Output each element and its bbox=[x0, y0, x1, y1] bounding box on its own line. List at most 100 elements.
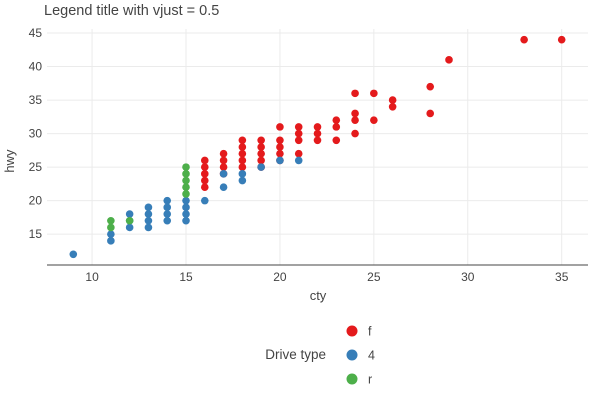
data-point-r bbox=[107, 216, 115, 225]
data-point-f bbox=[294, 123, 303, 131]
data-point-f bbox=[294, 136, 303, 145]
data-point-f bbox=[294, 149, 303, 158]
data-point-f bbox=[332, 116, 341, 124]
data-point-f bbox=[276, 143, 284, 151]
data-point-4 bbox=[69, 250, 78, 259]
data-point-f bbox=[445, 56, 453, 64]
data-point-f bbox=[200, 176, 209, 185]
y-tick-label: 15 bbox=[29, 227, 43, 241]
x-tick-label: 10 bbox=[85, 270, 99, 284]
data-point-f bbox=[257, 143, 265, 151]
data-point-4 bbox=[182, 196, 190, 205]
data-point-f bbox=[200, 163, 209, 171]
data-point-4 bbox=[219, 170, 228, 178]
data-points bbox=[69, 35, 566, 259]
data-point-4 bbox=[144, 216, 153, 225]
legend-key-r bbox=[346, 373, 358, 385]
data-point-4 bbox=[182, 210, 190, 218]
chart-title: Legend title with vjust = 0.5 bbox=[44, 3, 219, 19]
data-point-f bbox=[238, 143, 247, 151]
data-point-f bbox=[520, 35, 528, 44]
data-point-f bbox=[200, 156, 209, 165]
data-point-f bbox=[238, 136, 247, 145]
data-point-f bbox=[426, 109, 435, 118]
data-point-f bbox=[276, 123, 284, 131]
data-point-f bbox=[370, 116, 378, 124]
grid-lines bbox=[47, 29, 588, 265]
legend-key-f bbox=[346, 325, 358, 337]
data-point-4 bbox=[107, 237, 115, 245]
axes: 10 15 20 25 30 35 15 20 25 30 35 40 45 bbox=[29, 26, 588, 284]
data-point-f bbox=[426, 82, 435, 91]
legend-label-f: f bbox=[368, 325, 372, 339]
data-point-f bbox=[351, 116, 359, 124]
data-point-4 bbox=[163, 196, 172, 205]
data-point-f bbox=[332, 136, 341, 145]
y-tick-label: 30 bbox=[29, 127, 43, 141]
data-point-f bbox=[276, 136, 284, 145]
y-tick-label: 35 bbox=[29, 93, 43, 107]
data-point-4 bbox=[238, 170, 247, 178]
data-point-f bbox=[238, 149, 247, 158]
y-tick-label: 40 bbox=[29, 60, 43, 74]
data-point-f bbox=[238, 156, 247, 165]
data-point-f bbox=[557, 35, 566, 44]
y-tick-label: 25 bbox=[29, 160, 43, 174]
data-point-f bbox=[370, 89, 378, 98]
data-point-4 bbox=[294, 156, 303, 165]
data-point-f bbox=[257, 149, 265, 158]
x-tick-label: 20 bbox=[273, 270, 287, 284]
data-point-f bbox=[257, 136, 265, 145]
legend: Drive type f 4 r bbox=[265, 325, 375, 387]
data-point-4 bbox=[163, 210, 172, 218]
data-point-f bbox=[219, 156, 228, 165]
data-point-4 bbox=[144, 203, 153, 212]
data-point-r bbox=[182, 190, 190, 198]
data-point-4 bbox=[276, 156, 284, 165]
legend-key-4 bbox=[346, 349, 358, 361]
legend-label-4: 4 bbox=[368, 349, 375, 363]
data-point-4 bbox=[144, 223, 153, 232]
data-point-r bbox=[182, 163, 190, 171]
data-point-r bbox=[182, 183, 190, 192]
data-point-f bbox=[294, 129, 303, 138]
data-point-f bbox=[388, 96, 397, 104]
data-point-4 bbox=[238, 176, 247, 185]
data-point-f bbox=[200, 170, 209, 178]
data-point-f bbox=[332, 123, 341, 131]
y-tick-label: 45 bbox=[29, 26, 43, 40]
data-point-f bbox=[313, 136, 322, 145]
data-point-f bbox=[388, 102, 397, 111]
legend-title: Drive type bbox=[265, 347, 326, 362]
data-point-4 bbox=[144, 210, 153, 218]
data-point-f bbox=[257, 156, 265, 165]
data-point-f bbox=[351, 109, 359, 118]
x-tick-label: 35 bbox=[555, 270, 569, 284]
data-point-4 bbox=[125, 210, 134, 218]
data-point-f bbox=[313, 129, 322, 138]
data-point-4 bbox=[182, 216, 190, 225]
x-tick-label: 30 bbox=[461, 270, 475, 284]
data-point-f bbox=[219, 163, 228, 171]
data-point-4 bbox=[163, 216, 172, 225]
data-point-r bbox=[182, 170, 190, 178]
data-point-r bbox=[125, 216, 134, 225]
data-point-4 bbox=[219, 183, 228, 192]
y-axis-title: hwy bbox=[2, 149, 17, 173]
data-point-4 bbox=[125, 223, 134, 232]
legend-label-r: r bbox=[368, 373, 372, 387]
data-point-f bbox=[313, 123, 322, 131]
data-point-f bbox=[351, 129, 359, 138]
data-point-f bbox=[200, 183, 209, 192]
y-tick-label: 20 bbox=[29, 194, 43, 208]
data-point-f bbox=[238, 163, 247, 171]
data-point-f bbox=[276, 149, 284, 158]
data-point-4 bbox=[163, 203, 172, 212]
data-point-4 bbox=[257, 163, 265, 171]
data-point-4 bbox=[182, 203, 190, 212]
data-point-4 bbox=[107, 230, 115, 238]
data-point-r bbox=[182, 176, 190, 185]
data-point-r bbox=[107, 223, 115, 232]
x-tick-label: 15 bbox=[179, 270, 193, 284]
